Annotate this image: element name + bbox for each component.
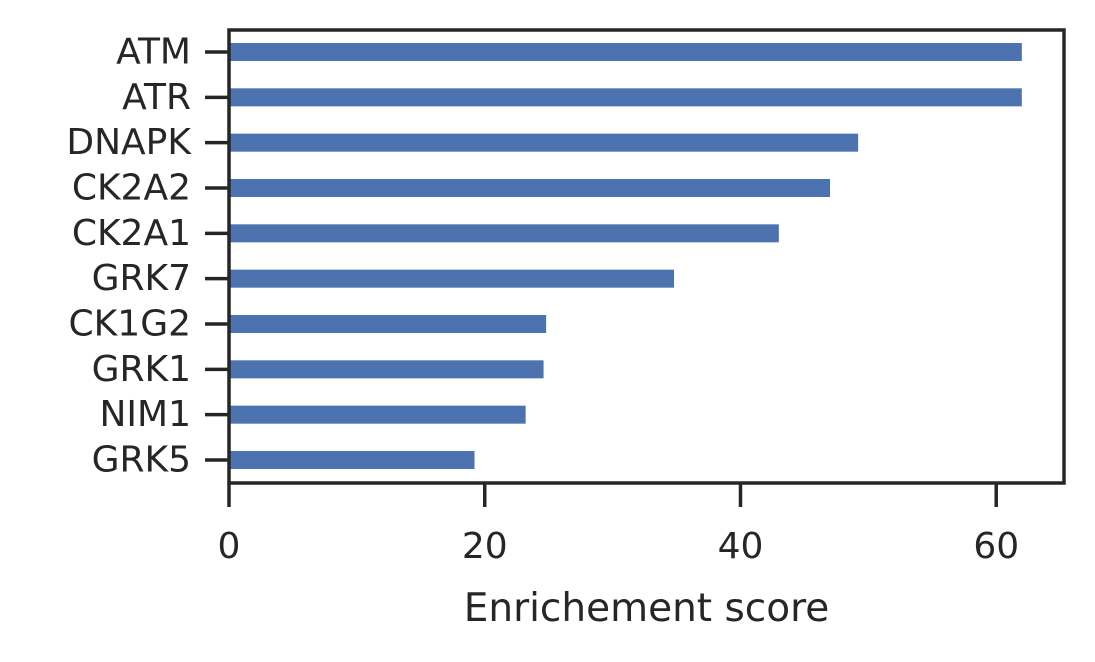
- bar-dnapk: [229, 133, 859, 152]
- y-tick-label-grk7: GRK7: [92, 258, 191, 299]
- bar-grk5: [229, 451, 475, 469]
- y-tick-label-dnapk: DNAPK: [66, 122, 192, 163]
- plot-frame: [227, 28, 1066, 485]
- x-tick-label-60: 60: [973, 526, 1019, 567]
- y-tick-label-ck2a1: CK2A1: [72, 213, 191, 254]
- x-tick-label-20: 20: [462, 526, 508, 567]
- bars-group: [229, 43, 1022, 469]
- bar-grk7: [229, 269, 674, 288]
- bar-ck2a2: [229, 179, 830, 197]
- bar-ck1g2: [229, 315, 547, 333]
- y-tick-label-ck2a2: CK2A2: [72, 168, 191, 209]
- bar-atm: [229, 43, 1022, 61]
- y-tick-label-ck1g2: CK1G2: [69, 304, 191, 345]
- bar-atr: [229, 88, 1022, 107]
- bar-nim1: [229, 405, 526, 424]
- bar-grk1: [229, 360, 544, 379]
- y-tick-label-atm: ATM: [116, 32, 191, 73]
- x-axis-title: Enrichement score: [464, 586, 830, 631]
- x-tick-label-0: 0: [218, 526, 241, 567]
- x-tick-label-40: 40: [718, 526, 764, 567]
- y-tick-label-grk1: GRK1: [92, 349, 191, 390]
- x-axis: 0 20 40 60: [218, 483, 1019, 567]
- bar-ck2a1: [229, 224, 779, 243]
- y-tick-label-nim1: NIM1: [99, 394, 191, 435]
- y-tick-label-grk5: GRK5: [92, 440, 191, 481]
- y-tick-label-atr: ATR: [122, 77, 191, 118]
